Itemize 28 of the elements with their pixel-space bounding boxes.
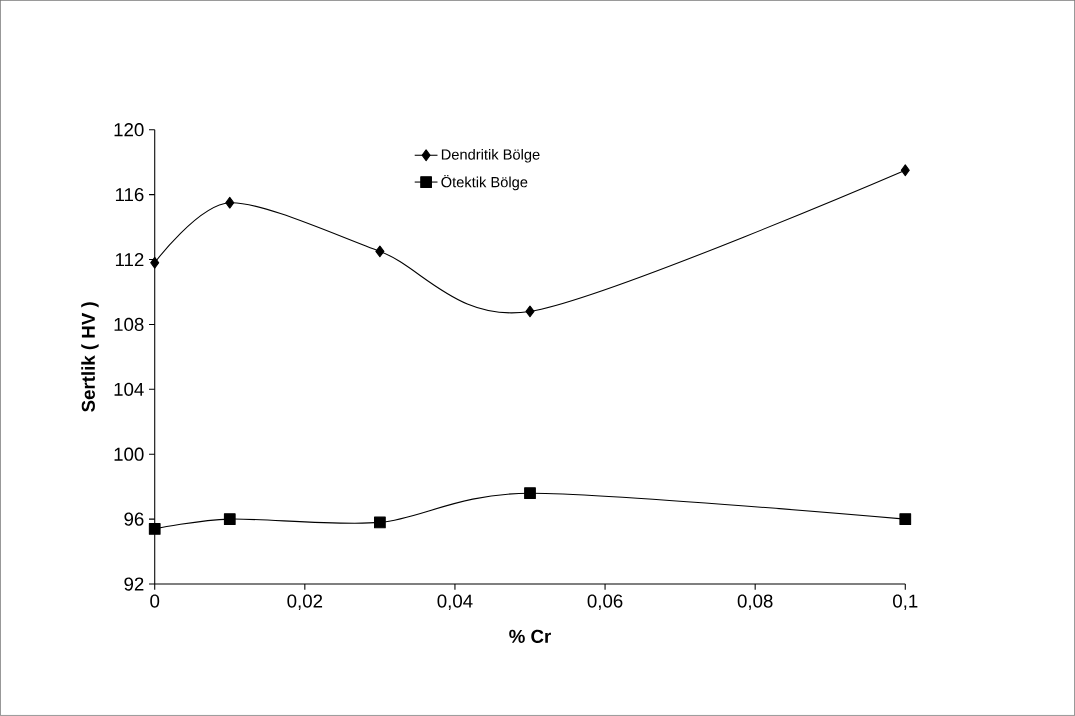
point: [148, 523, 161, 535]
x-tick-label: 0,04: [437, 594, 473, 610]
point: [525, 305, 535, 318]
point: [900, 164, 910, 177]
y-tick-label: 120: [114, 123, 144, 137]
y-tick-label: 100: [114, 447, 144, 461]
y-tick-label: 96: [124, 512, 144, 526]
y-tick-label: 104: [114, 382, 144, 397]
y-tick-label: 116: [115, 188, 144, 202]
point: [374, 516, 386, 529]
y-tick-label: 112: [115, 253, 144, 267]
x-tick-label: 0: [150, 594, 160, 608]
point: [225, 196, 235, 209]
y-tick-label: 92: [124, 577, 144, 591]
y-tick-label: 108: [114, 317, 144, 332]
x-axis-title: % Cr: [509, 629, 551, 644]
legend-label: Dendritik Bölge: [441, 149, 540, 163]
y-axis-title: Sertlik ( HV ): [81, 302, 99, 412]
point: [899, 513, 912, 526]
point: [223, 513, 236, 526]
point: [524, 487, 536, 500]
x-tick-label: 0,1: [893, 594, 918, 610]
x-tick-label: 0,06: [587, 594, 623, 610]
point: [150, 257, 160, 269]
x-tick-label: 0,02: [287, 594, 323, 610]
point: [375, 245, 385, 258]
legend-label: Ötektik Bölge: [441, 175, 528, 191]
x-tick-label: 0,08: [737, 594, 773, 610]
